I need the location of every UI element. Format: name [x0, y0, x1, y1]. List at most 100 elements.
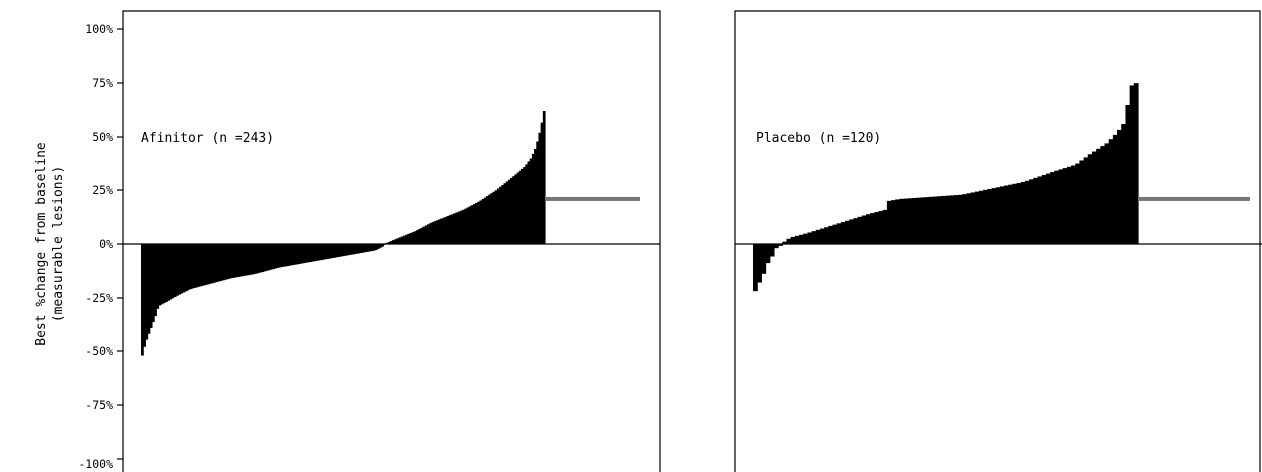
placebo-bar [1008, 184, 1014, 244]
placebo-bar [932, 196, 938, 244]
placebo-bar [765, 244, 771, 264]
afinitor-bar [525, 164, 529, 244]
afinitor-bar [182, 244, 186, 293]
placebo-bar [891, 200, 896, 244]
placebo-bar [1016, 182, 1022, 244]
afinitor-bar [154, 244, 157, 317]
placebo-bar [953, 195, 959, 244]
afinitor-bar [230, 244, 234, 279]
afinitor-bar [518, 170, 522, 244]
afinitor-bar [313, 244, 317, 262]
placebo-bar [870, 213, 875, 244]
afinitor-bar [175, 244, 179, 296]
afinitor-bar [433, 221, 437, 244]
y-tick-label: -100% [78, 457, 113, 471]
placebo-bar [1066, 166, 1072, 244]
afinitor-bar [339, 244, 343, 257]
afinitor-bar [424, 225, 428, 244]
afinitor-bar [171, 244, 175, 299]
afinitor-bar [536, 141, 540, 244]
afinitor-bar [540, 122, 544, 244]
afinitor-bar [256, 244, 260, 274]
placebo-bar [1075, 163, 1081, 244]
placebo-bars [753, 83, 1139, 292]
placebo-bar [1020, 182, 1026, 244]
afinitor-bar [330, 244, 334, 259]
afinitor-bar [309, 244, 312, 262]
placebo-bar [970, 192, 976, 244]
placebo-bar [836, 223, 842, 244]
afinitor-bar [223, 244, 227, 280]
placebo-bar [1004, 185, 1009, 244]
y-tick-label: 100% [85, 22, 113, 36]
afinitor-bar [398, 237, 402, 244]
placebo-bar [840, 222, 846, 244]
afinitor-bar [359, 244, 363, 254]
placebo-bar [845, 220, 850, 244]
afinitor-bar [514, 174, 518, 244]
afinitor-bar [475, 202, 478, 244]
afinitor-bar [317, 244, 321, 261]
afinitor-panel: Afinitor (n =243) [117, 10, 661, 472]
placebo-bar [966, 193, 972, 244]
afinitor-bar [141, 244, 144, 356]
afinitor-bar [457, 211, 461, 244]
afinitor-bar [440, 218, 443, 244]
afinitor-bar [389, 240, 393, 244]
afinitor-bar [311, 244, 315, 262]
placebo-bar [819, 228, 825, 244]
afinitor-bar [156, 244, 160, 309]
placebo-bar [857, 216, 863, 244]
placebo-bar [1025, 180, 1030, 244]
afinitor-bar [337, 244, 341, 257]
afinitor-bar [534, 149, 537, 244]
placebo-bar [987, 188, 993, 244]
placebo-bar [1133, 83, 1139, 245]
placebo-bar [832, 224, 838, 244]
afinitor-bar [149, 244, 153, 328]
placebo-bar [999, 186, 1005, 244]
afinitor-bar [274, 244, 277, 269]
afinitor-bar [254, 244, 258, 274]
placebo-bar [1117, 129, 1122, 244]
afinitor-bar [333, 244, 336, 258]
y-tick-labels: 100% 75% 50% 25% 0% -25% -50% -75% -100% [78, 22, 113, 471]
afinitor-bar [372, 244, 376, 251]
placebo-bar [1096, 148, 1101, 244]
afinitor-bar [403, 235, 406, 244]
afinitor-bar [204, 244, 208, 286]
afinitor-bar [396, 238, 400, 244]
placebo-bar [769, 244, 775, 257]
placebo-bar [978, 190, 984, 244]
afinitor-bar [234, 244, 238, 278]
placebo-bar [778, 244, 783, 246]
afinitor-bar [490, 193, 494, 244]
placebo-bar [1125, 105, 1131, 244]
afinitor-bar [263, 244, 267, 272]
y-tick-label: 0% [99, 237, 113, 251]
afinitor-bar [261, 244, 264, 272]
afinitor-bar [228, 244, 232, 279]
afinitor-bar [147, 244, 151, 334]
afinitor-bar [206, 244, 210, 285]
afinitor-bar [542, 111, 546, 244]
placebo-bar [937, 196, 942, 244]
placebo-bar [799, 234, 804, 244]
y-tick-label: 50% [92, 130, 113, 144]
afinitor-bar [501, 184, 505, 244]
afinitor-bar [464, 208, 467, 244]
afinitor-frame [122, 10, 661, 472]
placebo-bar [1054, 170, 1060, 244]
afinitor-bar [507, 179, 511, 244]
afinitor-bar [306, 244, 310, 263]
afinitor-bar [496, 188, 500, 244]
placebo-bar [991, 188, 997, 244]
placebo-bar [1050, 172, 1055, 244]
afinitor-bar [213, 244, 216, 283]
afinitor-bar [195, 244, 199, 288]
afinitor-bar [278, 244, 282, 268]
afinitor-bar [437, 219, 441, 244]
afinitor-bar [289, 244, 293, 266]
placebo-bar [1062, 168, 1068, 244]
